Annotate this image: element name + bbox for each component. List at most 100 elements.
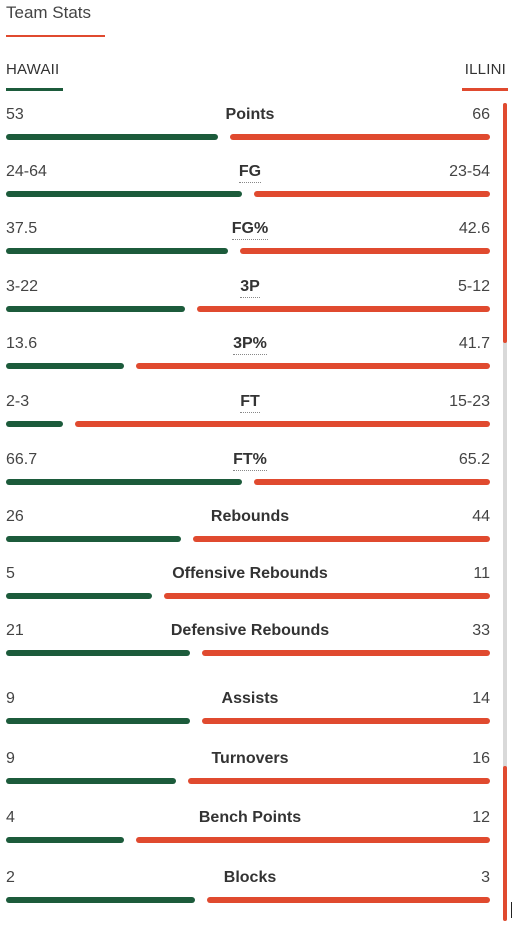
stat-away-value: 42.6 [458,220,490,237]
away-bar [197,306,490,312]
stat-label-text: Turnovers [211,750,289,767]
stat-home-value: 5 [6,565,15,582]
stat-label-text: Defensive Rebounds [170,622,330,639]
stat-label: Turnovers [0,750,500,768]
title-underline [6,35,105,37]
stat-row: 4 Bench Points 12 [0,809,500,866]
stat-home-value: 4 [6,809,15,826]
stat-home-value: 21 [6,622,24,639]
away-bar [254,479,490,485]
home-bar [6,306,185,312]
home-bar [6,248,228,254]
scrollbar-highlight [503,766,507,921]
stat-label[interactable]: 3P [0,278,500,298]
away-bar [254,191,490,197]
team-home-tab[interactable]: HAWAII [6,61,60,78]
stat-home-value: 66.7 [6,451,38,468]
stat-home-value: 13.6 [6,335,38,352]
stat-away-value: 14 [472,690,490,707]
scrollbar-thumb[interactable] [503,103,507,343]
stat-away-value: 16 [472,750,490,767]
away-bar [188,778,490,784]
stat-label-text: FG [238,163,262,183]
stat-label-text: Bench Points [198,809,302,826]
home-bar [6,363,124,369]
stat-row: 5 Offensive Rebounds 11 [0,565,500,622]
stat-label[interactable]: FT [0,393,500,413]
stat-home-value: 3-22 [6,278,39,295]
away-bar [136,837,490,843]
stat-label-text: Blocks [223,869,277,886]
stat-row: 13.6 3P% 41.7 [0,335,500,392]
stat-label[interactable]: 3P% [0,335,500,355]
away-bar [136,363,490,369]
page-title: Team Stats [6,3,92,22]
stat-home-value: 2-3 [6,393,30,410]
stat-label: Bench Points [0,809,500,827]
stat-row: 9 Turnovers 16 [0,750,500,807]
stat-row: 24-64 FG 23-54 [0,163,500,220]
stat-row: 2-3 FT 15-23 [0,393,500,450]
stat-away-value: 65.2 [458,451,490,468]
stat-row: 66.7 FT% 65.2 [0,451,500,508]
stat-row: 53 Points 66 [0,106,500,163]
stat-away-value: 11 [473,565,490,582]
stat-label-text: Points [225,106,275,123]
home-bar [6,650,190,656]
stat-row: 37.5 FG% 42.6 [0,220,500,277]
home-bar [6,421,63,427]
stat-home-value: 2 [6,869,15,886]
stat-label: Rebounds [0,508,500,526]
team-away-tab[interactable]: ILLINI [464,61,506,78]
away-bar [193,536,490,542]
home-bar [6,191,242,197]
team-home-underline [6,88,63,91]
stat-away-value: 3 [481,869,490,886]
away-bar [230,134,490,140]
away-bar [164,593,490,599]
team-away-underline [462,88,508,91]
stat-label[interactable]: FT% [0,451,500,471]
stat-home-value: 9 [6,750,15,767]
stat-row: 9 Assists 14 [0,690,500,747]
stat-row: 3-22 3P 5-12 [0,278,500,335]
stat-label-text: 3P% [233,335,267,355]
stat-label-text: FT [240,393,260,413]
stat-away-value: 23-54 [449,163,490,180]
stat-label: Points [0,106,500,124]
home-bar [6,778,176,784]
away-bar [207,897,490,903]
text-cursor [511,902,512,918]
scrollbar-track[interactable] [503,103,507,921]
stat-away-value: 5-12 [457,278,490,295]
stat-home-value: 53 [6,106,24,123]
stat-away-value: 12 [472,809,490,826]
stat-away-value: 41.7 [458,335,490,352]
home-bar [6,837,124,843]
stat-label: Blocks [0,869,500,887]
away-bar [202,650,490,656]
stat-row: 2 Blocks 3 [0,869,500,926]
stat-away-value: 33 [472,622,490,639]
stat-home-value: 37.5 [6,220,38,237]
home-bar [6,593,152,599]
stat-label[interactable]: FG [0,163,500,183]
stat-label: Offensive Rebounds [0,565,500,583]
stat-label-text: Offensive Rebounds [172,565,328,582]
stat-away-value: 44 [472,508,490,525]
stat-label[interactable]: FG% [0,220,500,240]
stat-away-value: 15-23 [449,393,490,410]
stat-row: 26 Rebounds 44 [0,508,500,565]
stat-label: Defensive Rebounds [0,622,500,640]
home-bar [6,897,195,903]
stat-label-text: FG% [231,220,269,240]
away-bar [75,421,490,427]
stat-row: 21 Defensive Rebounds 33 [0,622,500,679]
home-bar [6,479,242,485]
stat-label-text: Assists [221,690,279,707]
home-bar [6,134,218,140]
stat-label: Assists [0,690,500,708]
stat-away-value: 66 [472,106,490,123]
stat-label-text: FT% [233,451,267,471]
away-bar [240,248,490,254]
